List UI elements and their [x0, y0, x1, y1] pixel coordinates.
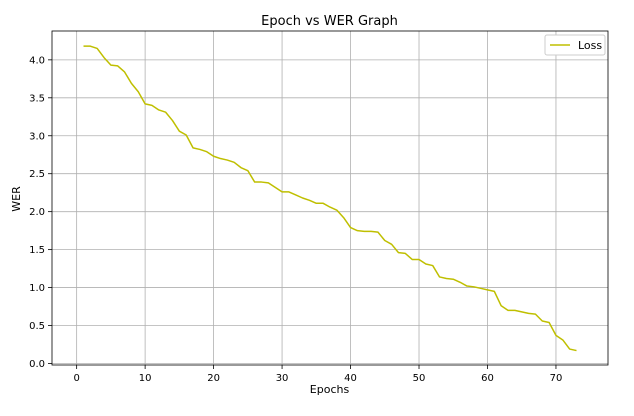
axes-layer: 0 10 20 30 40 50 60 70 0.0 0.5 1.0 1.5 2.0 2.5 3.0 3.5 4…: [29, 30, 609, 384]
x-tick-label: 30: [276, 373, 289, 384]
y-tick-label: 1.0: [29, 283, 45, 294]
x-tick-label: 20: [207, 373, 220, 384]
legend-box: [544, 34, 606, 56]
y-tick-label: 2.0: [29, 207, 45, 218]
y-axis-label: WER: [10, 186, 23, 212]
series-layer: [83, 45, 577, 352]
series-line-loss: [83, 45, 577, 352]
x-tick-label: 10: [139, 373, 152, 384]
chart-title: Epoch vs WER Graph: [261, 14, 398, 29]
x-tick-label: 70: [550, 373, 563, 384]
y-tick-label: 0.0: [29, 359, 45, 370]
y-tick-label: 3.5: [29, 93, 45, 104]
y-tick-label: 0.5: [29, 321, 45, 332]
x-tick-label: 40: [344, 373, 357, 384]
y-tick-label: 3.0: [29, 131, 45, 142]
grid-layer: [52, 31, 608, 365]
x-tick-label: 0: [73, 373, 79, 384]
x-tick-label: 50: [413, 373, 426, 384]
y-tick-label: 1.5: [29, 245, 45, 256]
x-axis-label: Epochs: [310, 383, 350, 396]
legend-label-loss: Loss: [578, 39, 602, 52]
plot-frame: [51, 30, 609, 366]
y-tick-label: 4.0: [29, 55, 45, 66]
x-tick-label: 60: [481, 373, 494, 384]
legend: Loss: [544, 34, 606, 56]
y-tick-label: 2.5: [29, 169, 45, 180]
